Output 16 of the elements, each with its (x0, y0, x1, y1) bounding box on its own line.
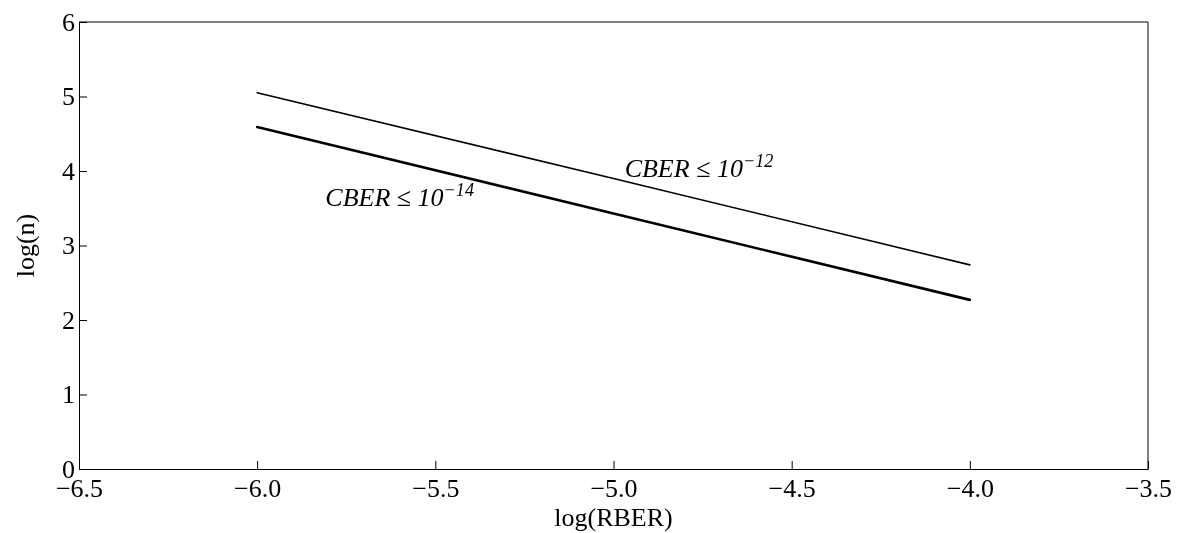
x-tick-label: −3.5 (1124, 474, 1173, 504)
y-axis-title: log(n) (11, 213, 40, 278)
x-tick-label: −4.5 (768, 474, 816, 504)
series-label: CBER ≤ 10$^{−12}$ (624, 151, 774, 184)
y-tick-label: 5 (62, 82, 75, 112)
x-tick-label: −5.0 (590, 474, 638, 504)
y-tick-label: 1 (62, 380, 75, 410)
series-label: CBER ≤ 10$^{−14}$ (325, 179, 475, 212)
x-tick-label: −6.0 (234, 474, 282, 504)
y-tick-label: 3 (62, 231, 75, 261)
y-tick-label: 4 (62, 156, 75, 186)
y-tick-label: 2 (62, 305, 75, 335)
x-tick-label: −5.5 (412, 474, 460, 504)
x-tick-label: −4.0 (946, 474, 994, 504)
y-tick-label: 6 (62, 7, 75, 37)
x-axis-title: log(RBER) (554, 503, 673, 532)
